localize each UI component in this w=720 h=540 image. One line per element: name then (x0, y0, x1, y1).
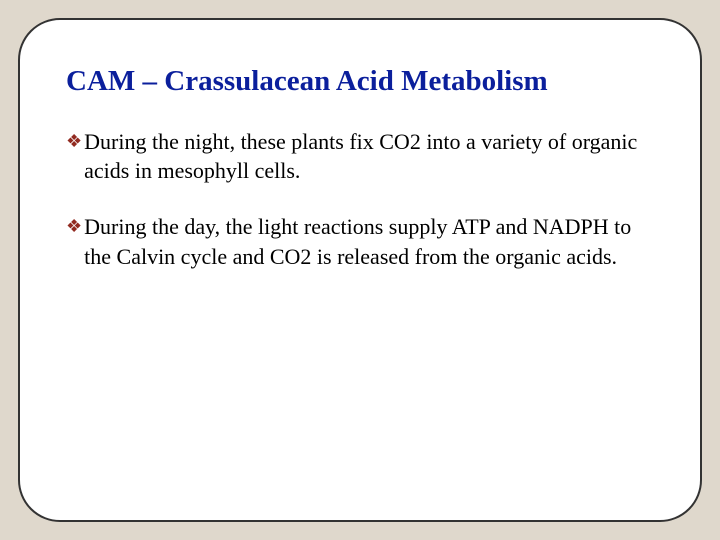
bullet-text: During the day, the light reactions supp… (84, 212, 654, 271)
slide-title: CAM – Crassulacean Acid Metabolism (66, 64, 654, 99)
bullet-item: ❖ During the night, these plants fix CO2… (66, 127, 654, 186)
slide-card: CAM – Crassulacean Acid Metabolism ❖ Dur… (18, 18, 702, 522)
bullet-text: During the night, these plants fix CO2 i… (84, 127, 654, 186)
diamond-bullet-icon: ❖ (66, 127, 82, 155)
bullet-item: ❖ During the day, the light reactions su… (66, 212, 654, 271)
diamond-bullet-icon: ❖ (66, 212, 82, 240)
